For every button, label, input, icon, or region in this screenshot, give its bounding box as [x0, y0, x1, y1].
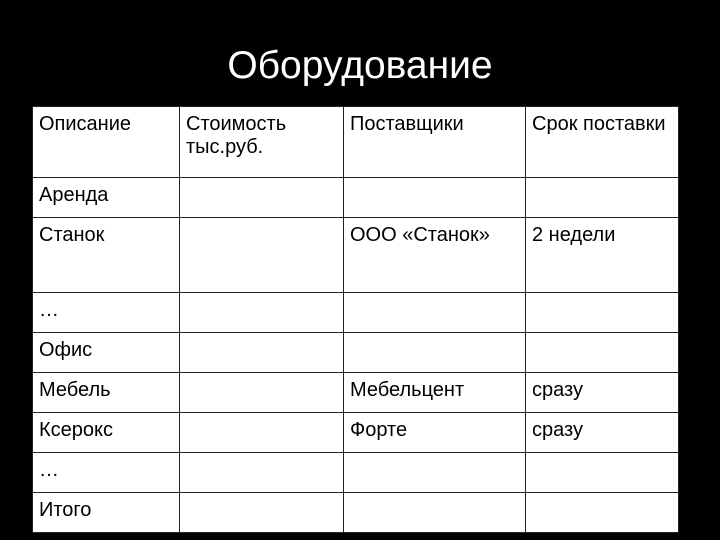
table-row: Ксерокс Форте сразу: [32, 412, 679, 453]
table-cell: [343, 292, 526, 333]
table-cell: сразу: [525, 372, 679, 413]
table-cell: Ксерокс: [32, 412, 180, 453]
table-cell: Станок: [32, 217, 180, 293]
table-cell: …: [32, 292, 180, 333]
table-row: Мебель Мебельцент сразу: [32, 372, 679, 413]
table-cell: [179, 372, 344, 413]
table-cell: Итого: [32, 492, 180, 533]
table-cell: Аренда: [32, 177, 180, 218]
table-cell: [179, 292, 344, 333]
table-cell: сразу: [525, 412, 679, 453]
table-cell: [525, 292, 679, 333]
table-cell: [179, 332, 344, 373]
slide-title: Оборудование: [227, 44, 493, 87]
header-cell: Описание: [32, 106, 180, 178]
table-row: Станок ООО «Станок» 2 недели: [32, 217, 679, 293]
table-cell: [179, 452, 344, 493]
equipment-table: Описание Стоимость тыс.руб. Поставщики С…: [32, 106, 679, 533]
table-cell: …: [32, 452, 180, 493]
table-row: Аренда: [32, 177, 679, 218]
table-row: Итого: [32, 492, 679, 533]
table-row: Офис: [32, 332, 679, 373]
table-cell: Мебель: [32, 372, 180, 413]
table-row: …: [32, 452, 679, 493]
table-cell: 2 недели: [525, 217, 679, 293]
table-cell: [525, 177, 679, 218]
table-row: …: [32, 292, 679, 333]
table-cell: [343, 492, 526, 533]
table-cell: [525, 492, 679, 533]
table-cell: [179, 217, 344, 293]
header-cell: Стоимость тыс.руб.: [179, 106, 344, 178]
table-cell: [179, 492, 344, 533]
table-cell: [343, 177, 526, 218]
table-cell: Офис: [32, 332, 180, 373]
table-cell: [525, 332, 679, 373]
table-cell: [343, 452, 526, 493]
table-cell: [525, 452, 679, 493]
table-cell: [179, 177, 344, 218]
table-cell: Мебельцент: [343, 372, 526, 413]
table-cell: ООО «Станок»: [343, 217, 526, 293]
header-cell: Поставщики: [343, 106, 526, 178]
table-cell: [179, 412, 344, 453]
table-cell: Форте: [343, 412, 526, 453]
table-header-row: Описание Стоимость тыс.руб. Поставщики С…: [32, 106, 679, 178]
table-cell: [343, 332, 526, 373]
header-cell: Срок поставки: [525, 106, 679, 178]
